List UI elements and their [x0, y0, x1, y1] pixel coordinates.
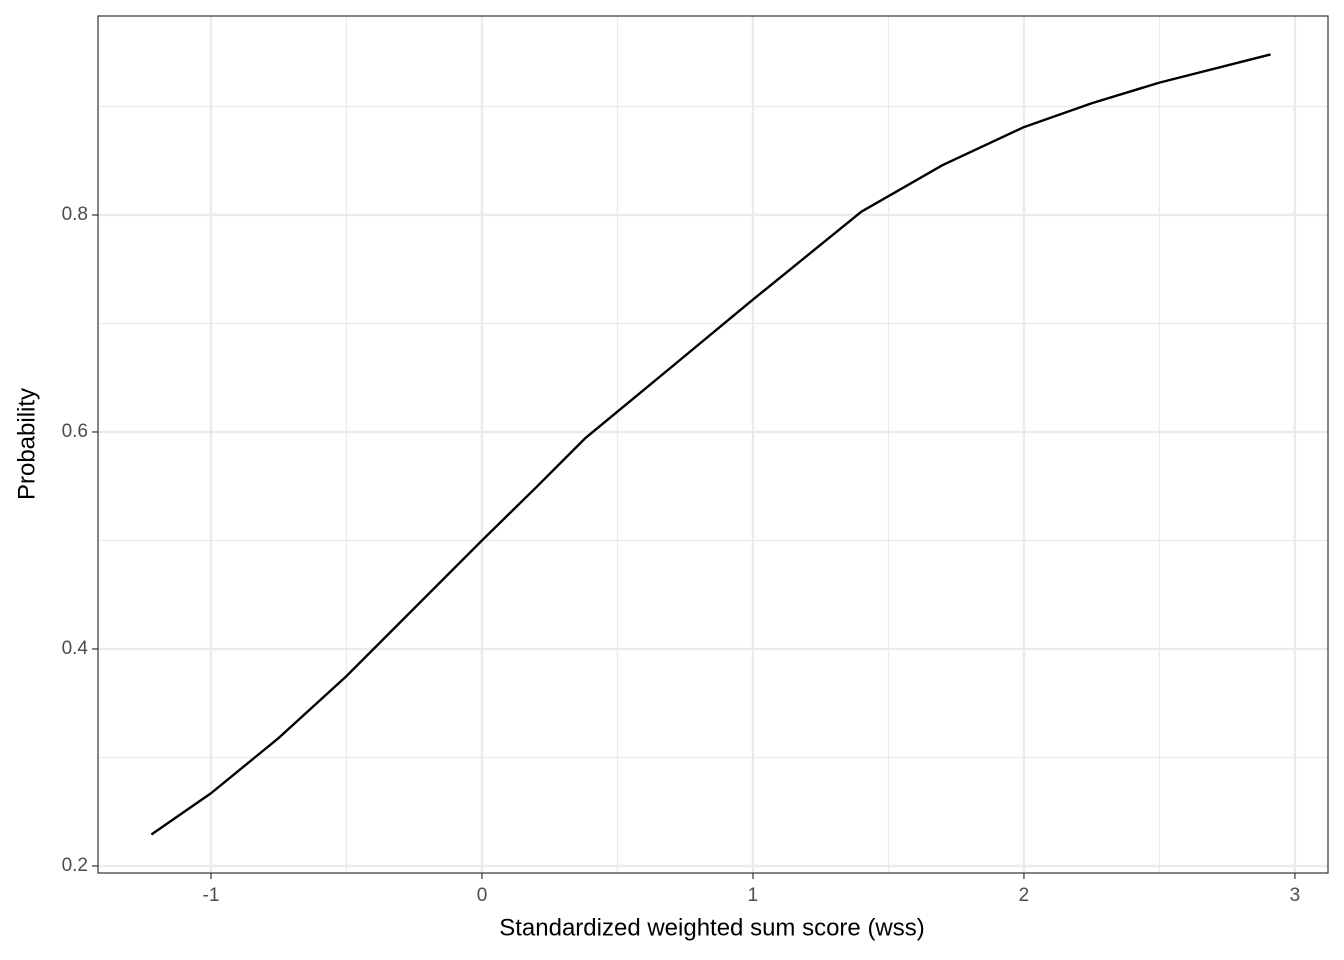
y-tick-label: 0.8	[62, 204, 88, 225]
x-tick-label: 0	[477, 885, 488, 906]
x-axis-title: Standardized weighted sum score (wss)	[499, 914, 925, 941]
panel-border	[97, 15, 1329, 874]
x-tick-label: -1	[203, 885, 220, 906]
x-tick-label: 2	[1019, 885, 1030, 906]
line	[150, 53, 1271, 836]
y-tick-label: 0.6	[62, 421, 88, 442]
y-tick-label: 0.2	[62, 855, 88, 876]
y-tick-label: 0.4	[62, 638, 89, 659]
x-tick-label: 3	[1290, 885, 1301, 906]
y-axis-title: Probability	[13, 388, 40, 500]
x-tick-label: 1	[748, 885, 759, 906]
